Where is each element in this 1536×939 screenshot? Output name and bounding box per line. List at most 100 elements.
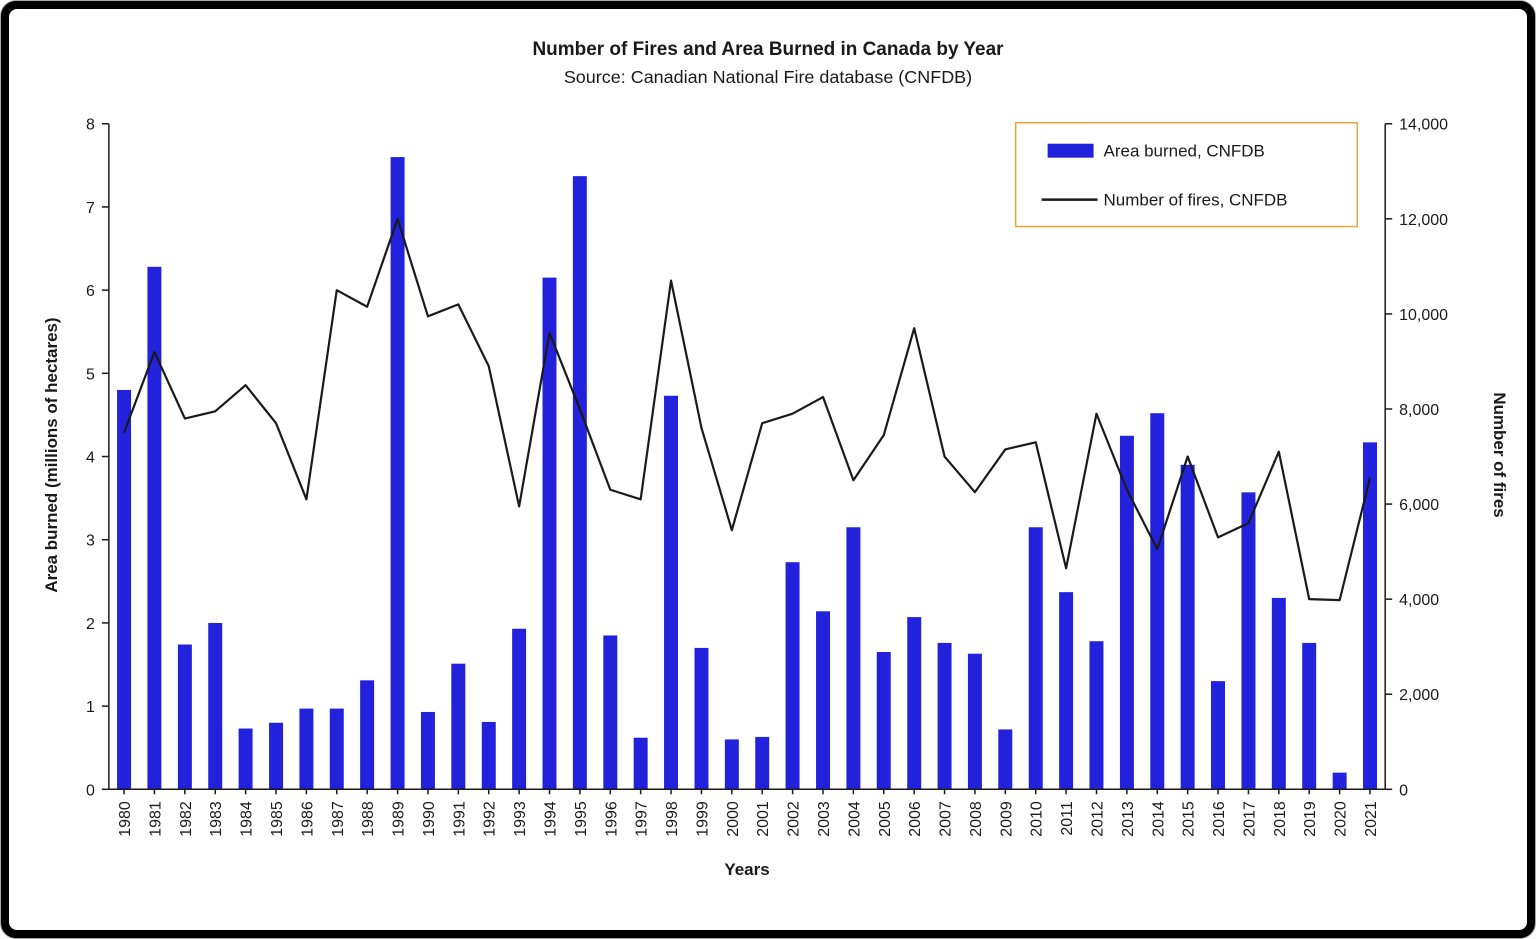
bar-1998 [664, 395, 679, 790]
bar-2008 [967, 653, 982, 790]
left-tick-label: 8 [86, 117, 95, 134]
legend: Area burned, CNFDB Number of fires, CNFD… [1014, 122, 1358, 228]
left-tick-label: 2 [86, 616, 95, 633]
x-tick-label-2004: 2004 [846, 801, 863, 837]
right-tick-label: 14,000 [1399, 117, 1448, 134]
bar-2000 [724, 739, 739, 790]
x-tick-label-2016: 2016 [1211, 801, 1228, 837]
x-tick-label-2013: 2013 [1120, 801, 1137, 837]
left-tick-label: 0 [86, 782, 95, 799]
bar-2018 [1271, 597, 1286, 790]
bar-2017 [1241, 492, 1256, 790]
x-tick-label-2000: 2000 [725, 801, 742, 837]
left-tick-label: 5 [86, 366, 95, 383]
chart-subtitle: Source: Canadian National Fire database … [564, 67, 972, 87]
bar-2021 [1363, 442, 1377, 790]
x-tick-label-2017: 2017 [1241, 801, 1258, 837]
x-tick-label-1988: 1988 [360, 801, 377, 837]
bar-1986 [299, 708, 314, 790]
chart-title: Number of Fires and Area Burned in Canad… [532, 39, 1004, 60]
right-tick-label: 0 [1399, 782, 1408, 799]
x-tick-label-1998: 1998 [664, 801, 681, 837]
fires-area-chart: Number of Fires and Area Burned in Canad… [42, 39, 1509, 879]
x-tick-label-2002: 2002 [786, 801, 803, 837]
x-tick-label-1999: 1999 [694, 801, 711, 837]
right-tick-label: 12,000 [1399, 212, 1448, 229]
x-tick-label-2018: 2018 [1272, 801, 1289, 837]
x-tick-label-2021: 2021 [1363, 801, 1380, 837]
bar-1981 [147, 266, 162, 790]
left-tick-label: 3 [86, 533, 95, 550]
x-tick-label-1997: 1997 [634, 801, 651, 837]
left-axis-title: Area burned (millions of hectares) [42, 317, 61, 592]
bar-2004 [846, 527, 861, 790]
x-tick-label-2020: 2020 [1333, 801, 1350, 837]
bar-1985 [269, 722, 284, 790]
chart-panel: Number of Fires and Area Burned in Canad… [9, 9, 1527, 930]
x-tick-label-1996: 1996 [603, 801, 620, 837]
bar-2014 [1150, 413, 1165, 790]
bar-2001 [755, 736, 770, 790]
bar-2015 [1180, 464, 1195, 790]
bar-2016 [1211, 681, 1225, 790]
bar-2005 [876, 652, 891, 790]
bar-1999 [694, 647, 709, 790]
bar-1987 [329, 708, 344, 790]
x-tick-label-1991: 1991 [451, 801, 468, 837]
x-tick-label-1994: 1994 [542, 801, 559, 837]
x-tick-label-1989: 1989 [391, 801, 408, 837]
bar-2003 [816, 611, 831, 790]
x-tick-label-2006: 2006 [907, 801, 924, 837]
x-tick-label-1990: 1990 [421, 801, 438, 837]
bar-1980 [117, 389, 132, 790]
bar-2010 [1028, 527, 1043, 790]
bar-1983 [208, 622, 223, 790]
x-tick-label-2005: 2005 [877, 801, 894, 837]
right-tick-label: 4,000 [1399, 592, 1439, 609]
fires-line [123, 217, 1372, 602]
bar-1993 [512, 628, 527, 790]
bar-2013 [1119, 435, 1134, 790]
bar-1989 [390, 157, 405, 790]
x-tick-label-1992: 1992 [482, 801, 499, 837]
bar-2020 [1332, 772, 1347, 790]
x-tick-label-1982: 1982 [178, 801, 195, 837]
x-tick-label-2008: 2008 [968, 801, 985, 837]
bar-1995 [572, 176, 587, 790]
x-tick-label-1985: 1985 [269, 801, 286, 837]
left-tick-label: 4 [86, 450, 95, 467]
x-tick-label-2001: 2001 [755, 801, 772, 837]
bar-2009 [998, 729, 1013, 790]
bar-2007 [937, 642, 952, 790]
bar-1984 [238, 728, 253, 790]
right-tick-label: 10,000 [1399, 307, 1448, 324]
bar-2002 [785, 562, 800, 790]
x-tick-label-1986: 1986 [299, 801, 316, 837]
bar-2012 [1089, 641, 1104, 790]
x-tick-label-1987: 1987 [330, 801, 347, 837]
bar-1990 [420, 711, 435, 790]
left-tick-label: 7 [86, 200, 95, 217]
x-tick-label-1980: 1980 [117, 801, 134, 837]
bar-1997 [633, 737, 648, 790]
right-tick-label: 6,000 [1399, 497, 1439, 514]
x-tick-label-2014: 2014 [1150, 801, 1167, 837]
x-tick-label-2010: 2010 [1029, 801, 1046, 837]
legend-label-area-burned: Area burned, CNFDB [1104, 142, 1265, 161]
bar-1982 [177, 644, 192, 790]
x-tick-label-1984: 1984 [239, 801, 256, 837]
bar-1996 [603, 635, 618, 790]
bar-1988 [360, 680, 375, 790]
right-tick-label: 2,000 [1399, 687, 1439, 704]
right-tick-label: 8,000 [1399, 402, 1439, 419]
x-tick-label-2011: 2011 [1059, 801, 1076, 835]
bar-2011 [1059, 592, 1074, 790]
bar-2019 [1302, 642, 1317, 790]
bar-1994 [542, 277, 557, 790]
x-tick-label-2015: 2015 [1181, 801, 1198, 837]
x-tick-label-1995: 1995 [573, 801, 590, 837]
bar-2006 [907, 617, 922, 790]
bar-1991 [451, 663, 466, 790]
x-tick-label-2012: 2012 [1089, 801, 1106, 837]
legend-label-fires: Number of fires, CNFDB [1104, 191, 1288, 210]
